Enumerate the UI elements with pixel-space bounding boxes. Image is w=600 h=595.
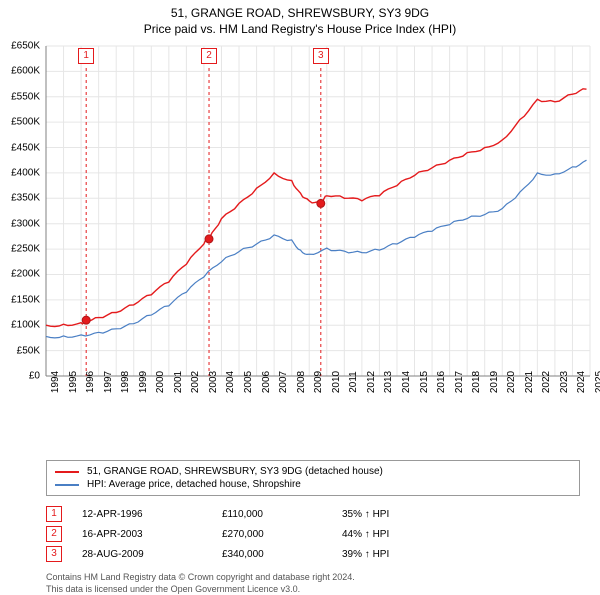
x-tick-label: 2015 xyxy=(419,371,430,393)
x-tick-label: 2000 xyxy=(155,371,166,393)
x-tick-label: 2010 xyxy=(331,371,342,393)
page-title-line2: Price paid vs. HM Land Registry's House … xyxy=(0,20,600,42)
sales-date: 12-APR-1996 xyxy=(82,509,222,520)
y-tick-label: £200K xyxy=(2,269,40,280)
x-tick-label: 2022 xyxy=(541,371,552,393)
sales-marker: 2 xyxy=(46,526,62,542)
sales-date: 28-AUG-2009 xyxy=(82,549,222,560)
y-tick-label: £500K xyxy=(2,117,40,128)
x-tick-label: 2008 xyxy=(296,371,307,393)
y-tick-label: £50K xyxy=(2,345,40,356)
y-tick-label: £0 xyxy=(2,371,40,382)
x-tick-label: 1995 xyxy=(68,371,79,393)
x-tick-label: 2001 xyxy=(173,371,184,393)
chart: £0 £50K £100K £150K £200K £250K £300K £350K £400… xyxy=(0,42,600,422)
sales-marker: 1 xyxy=(46,506,62,522)
sales-price: £110,000 xyxy=(222,509,342,520)
y-tick-label: £100K xyxy=(2,320,40,331)
y-tick-label: £450K xyxy=(2,142,40,153)
y-tick-label: £150K xyxy=(2,294,40,305)
sales-price: £340,000 xyxy=(222,549,342,560)
sale-marker-3: 3 xyxy=(313,48,329,64)
x-tick-label: 2014 xyxy=(401,371,412,393)
x-tick-label: 2004 xyxy=(225,371,236,393)
x-tick-label: 2024 xyxy=(576,371,587,393)
legend-swatch xyxy=(55,484,79,486)
y-tick-label: £650K xyxy=(2,41,40,52)
x-tick-label: 2006 xyxy=(261,371,272,393)
x-tick-label: 2025 xyxy=(594,371,600,393)
x-tick-label: 2023 xyxy=(559,371,570,393)
sale-marker-1: 1 xyxy=(78,48,94,64)
x-tick-label: 1994 xyxy=(50,371,61,393)
x-tick-label: 2003 xyxy=(208,371,219,393)
sales-price: £270,000 xyxy=(222,529,342,540)
page-title-line1: 51, GRANGE ROAD, SHREWSBURY, SY3 9DG xyxy=(0,0,600,20)
x-tick-label: 2021 xyxy=(524,371,535,393)
sales-date: 16-APR-2003 xyxy=(82,529,222,540)
sales-table: 1 12-APR-1996£110,00035% ↑ HPI 2 16-APR-200… xyxy=(46,504,580,564)
x-tick-label: 2017 xyxy=(454,371,465,393)
legend-item: 51, GRANGE ROAD, SHREWSBURY, SY3 9DG (de… xyxy=(55,465,571,478)
x-tick-label: 2011 xyxy=(348,371,359,393)
x-tick-label: 1996 xyxy=(85,371,96,393)
chart-svg xyxy=(0,42,600,422)
legend-and-info: 51, GRANGE ROAD, SHREWSBURY, SY3 9DG (de… xyxy=(46,460,580,595)
x-tick-label: 2019 xyxy=(489,371,500,393)
x-tick-label: 2020 xyxy=(506,371,517,393)
x-tick-label: 2007 xyxy=(278,371,289,393)
sales-marker: 3 xyxy=(46,546,62,562)
x-tick-label: 2013 xyxy=(383,371,394,393)
sales-row: 1 12-APR-1996£110,00035% ↑ HPI xyxy=(46,504,580,524)
sales-row: 2 16-APR-2003£270,00044% ↑ HPI xyxy=(46,524,580,544)
legend-box: 51, GRANGE ROAD, SHREWSBURY, SY3 9DG (de… xyxy=(46,460,580,496)
legend-swatch xyxy=(55,471,79,473)
x-tick-label: 2005 xyxy=(243,371,254,393)
y-tick-label: £250K xyxy=(2,244,40,255)
legend-item: HPI: Average price, detached house, Shro… xyxy=(55,478,571,491)
sales-hpi: 44% ↑ HPI xyxy=(342,529,389,540)
footer-line2: This data is licensed under the Open Gov… xyxy=(46,584,580,595)
x-tick-label: 2018 xyxy=(471,371,482,393)
y-tick-label: £300K xyxy=(2,218,40,229)
x-tick-label: 1998 xyxy=(120,371,131,393)
sales-hpi: 39% ↑ HPI xyxy=(342,549,389,560)
x-tick-label: 2016 xyxy=(436,371,447,393)
y-tick-label: £600K xyxy=(2,66,40,77)
legend-label: HPI: Average price, detached house, Shro… xyxy=(87,479,301,490)
x-tick-label: 2012 xyxy=(366,371,377,393)
x-tick-label: 1999 xyxy=(138,371,149,393)
x-tick-label: 2002 xyxy=(190,371,201,393)
y-tick-label: £400K xyxy=(2,167,40,178)
sales-hpi: 35% ↑ HPI xyxy=(342,509,389,520)
footer: Contains HM Land Registry data © Crown c… xyxy=(46,572,580,595)
sale-marker-2: 2 xyxy=(201,48,217,64)
x-tick-label: 2009 xyxy=(313,371,324,393)
y-tick-label: £350K xyxy=(2,193,40,204)
legend-label: 51, GRANGE ROAD, SHREWSBURY, SY3 9DG (de… xyxy=(87,466,383,477)
sales-row: 3 28-AUG-2009£340,00039% ↑ HPI xyxy=(46,544,580,564)
y-tick-label: £550K xyxy=(2,91,40,102)
x-tick-label: 1997 xyxy=(103,371,114,393)
footer-line1: Contains HM Land Registry data © Crown c… xyxy=(46,572,580,584)
